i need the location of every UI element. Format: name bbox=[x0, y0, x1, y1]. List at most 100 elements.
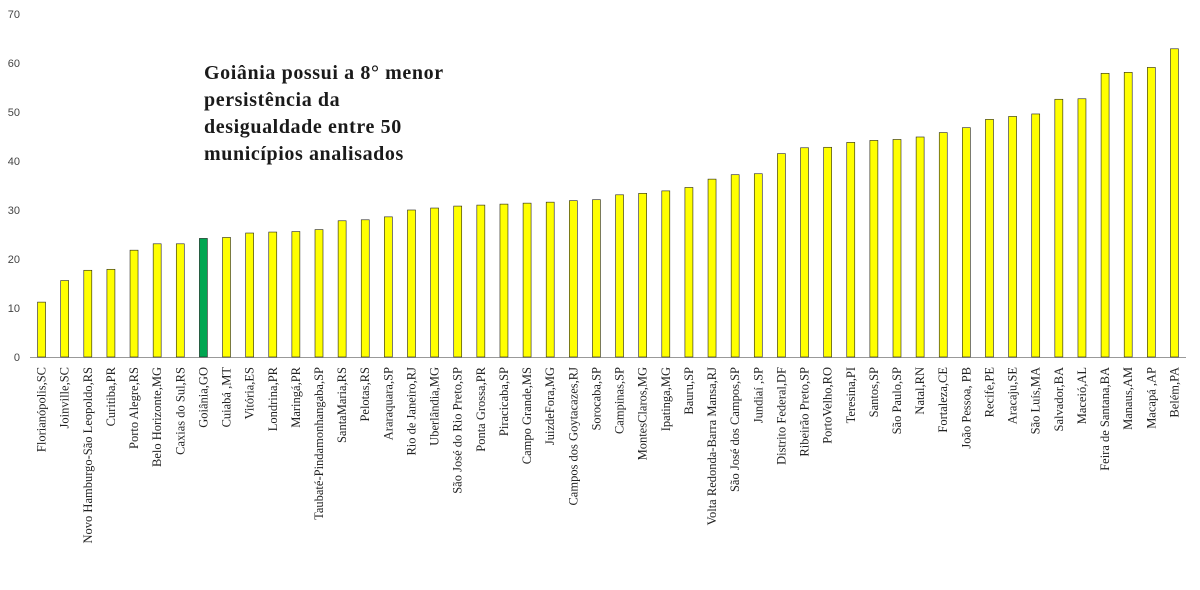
bar bbox=[615, 194, 624, 358]
bar bbox=[453, 205, 463, 358]
bar bbox=[106, 268, 116, 358]
x-tick-label: São Paulo,SP bbox=[890, 367, 904, 434]
bar bbox=[476, 204, 486, 358]
bar bbox=[962, 127, 971, 358]
bar bbox=[175, 243, 185, 358]
y-tick-label: 60 bbox=[8, 58, 20, 70]
bar bbox=[1077, 98, 1087, 358]
x-tick-label: Campinas,SP bbox=[613, 367, 627, 434]
x-tick-label: Volta Redonda-Barra Mansa,RJ bbox=[705, 367, 719, 526]
bar bbox=[360, 219, 370, 358]
y-tick-label: 50 bbox=[8, 107, 20, 119]
bar bbox=[823, 146, 832, 358]
x-tick-label: São José do Rio Preto,SP bbox=[451, 367, 465, 494]
x-tick-label: Macapá ,AP bbox=[1144, 367, 1158, 429]
x-tick-label: Vitória,ES bbox=[243, 367, 257, 419]
bar bbox=[1147, 67, 1156, 358]
bar bbox=[337, 220, 347, 358]
x-tick-label: MontesClaros,MG bbox=[636, 367, 650, 460]
bar bbox=[707, 178, 717, 358]
bar bbox=[1008, 116, 1017, 358]
x-tick-label: Pelotas,RS bbox=[358, 367, 372, 422]
x-tick-label: Cuiabá ,MT bbox=[220, 367, 234, 428]
x-tick-label: Ponta Grossa,PR bbox=[474, 366, 488, 451]
x-tick-label: Feira de Santana,BA bbox=[1098, 367, 1112, 471]
bar bbox=[522, 202, 532, 358]
x-tick-label: Taubaté-Pindamonhangaba,SP bbox=[312, 367, 326, 520]
bar bbox=[314, 229, 324, 358]
x-tick-label: Caxias do Sul,RS bbox=[173, 367, 187, 455]
bar bbox=[684, 187, 694, 358]
x-tick-label: Campo Grande,MS bbox=[520, 367, 534, 464]
x-tick-label: Teresina,PI bbox=[844, 367, 858, 423]
x-tick-label: Goiânia,GO bbox=[196, 367, 210, 428]
y-tick-label: 40 bbox=[8, 156, 20, 168]
bar bbox=[753, 173, 763, 358]
y-tick-label: 70 bbox=[8, 9, 20, 21]
x-tick-label: Belém,PA bbox=[1167, 367, 1181, 418]
x-tick-label: Belo Horizonte,MG bbox=[150, 367, 164, 467]
bar bbox=[37, 301, 46, 358]
bar bbox=[1123, 72, 1133, 358]
x-tick-label: São José dos Campos,SP bbox=[728, 367, 742, 492]
bar bbox=[245, 232, 254, 358]
bar bbox=[730, 174, 740, 358]
bar bbox=[592, 199, 601, 358]
bar bbox=[569, 200, 578, 358]
bar bbox=[892, 139, 902, 358]
x-tick-label: Piracicaba,SP bbox=[497, 367, 511, 436]
bar bbox=[869, 140, 879, 358]
bar bbox=[499, 203, 509, 358]
x-tick-label: Ribeirão Preto,SP bbox=[798, 367, 812, 457]
x-tick-label: Manaus,AM bbox=[1121, 367, 1135, 430]
chart-annotation: Goiânia possui a 8° menor persistência d… bbox=[204, 62, 444, 165]
x-tick-label: Fortaleza,CE bbox=[936, 367, 950, 433]
bar bbox=[407, 209, 416, 358]
x-tick-label: Distrito Federal,DF bbox=[774, 367, 788, 465]
x-tick-label: Bauru,SP bbox=[682, 367, 696, 415]
bar bbox=[83, 269, 93, 358]
bar bbox=[938, 132, 948, 358]
bar bbox=[1170, 48, 1179, 358]
bar bbox=[985, 119, 994, 358]
bar bbox=[661, 190, 671, 358]
bar bbox=[777, 153, 786, 358]
x-tick-label: Curitiba,PR bbox=[104, 366, 118, 426]
bar bbox=[291, 231, 301, 358]
bar bbox=[384, 216, 393, 358]
bar bbox=[800, 147, 809, 358]
x-tick-label: João Pessoa, PB bbox=[959, 367, 973, 449]
x-tick-label: Recife,PE bbox=[982, 367, 996, 418]
x-tick-label: Ipatinga,MG bbox=[659, 367, 673, 431]
x-tick-label: Maringá,PR bbox=[289, 366, 303, 427]
x-tick-label: Sorocaba,SP bbox=[589, 367, 603, 431]
bar bbox=[1031, 113, 1041, 358]
bar bbox=[1100, 72, 1110, 358]
bar bbox=[152, 243, 162, 358]
x-tick-label: Joinville,SC bbox=[58, 367, 72, 428]
bar bbox=[846, 142, 856, 358]
x-tick-label: SantaMaria,RS bbox=[335, 367, 349, 443]
x-tick-label: Londrina,PR bbox=[266, 366, 280, 431]
x-tick-label: Uberlândia,MG bbox=[428, 367, 442, 446]
bar bbox=[638, 193, 647, 358]
x-tick-label: Florianópolis,SC bbox=[35, 367, 49, 452]
y-tick-label: 0 bbox=[14, 352, 20, 364]
x-tick-label: Santos,SP bbox=[867, 367, 881, 417]
x-tick-label: Natal,RN bbox=[913, 367, 927, 415]
x-tick-label: Salvador,BA bbox=[1052, 367, 1066, 431]
bar bbox=[915, 136, 925, 358]
x-tick-label: PortoVelho,RO bbox=[821, 367, 835, 444]
bar bbox=[60, 280, 69, 358]
bar-highlighted bbox=[199, 238, 208, 358]
x-tick-label: JuizdeFora,MG bbox=[543, 367, 557, 445]
y-tick-label: 30 bbox=[8, 205, 20, 217]
y-tick-label: 20 bbox=[8, 254, 20, 266]
bar bbox=[1054, 98, 1064, 358]
y-tick-label: 10 bbox=[8, 303, 20, 315]
x-tick-label: Araraquara,SP bbox=[381, 367, 395, 440]
x-tick-label: Jundiaí ,SP bbox=[751, 367, 765, 423]
bar bbox=[430, 207, 439, 358]
